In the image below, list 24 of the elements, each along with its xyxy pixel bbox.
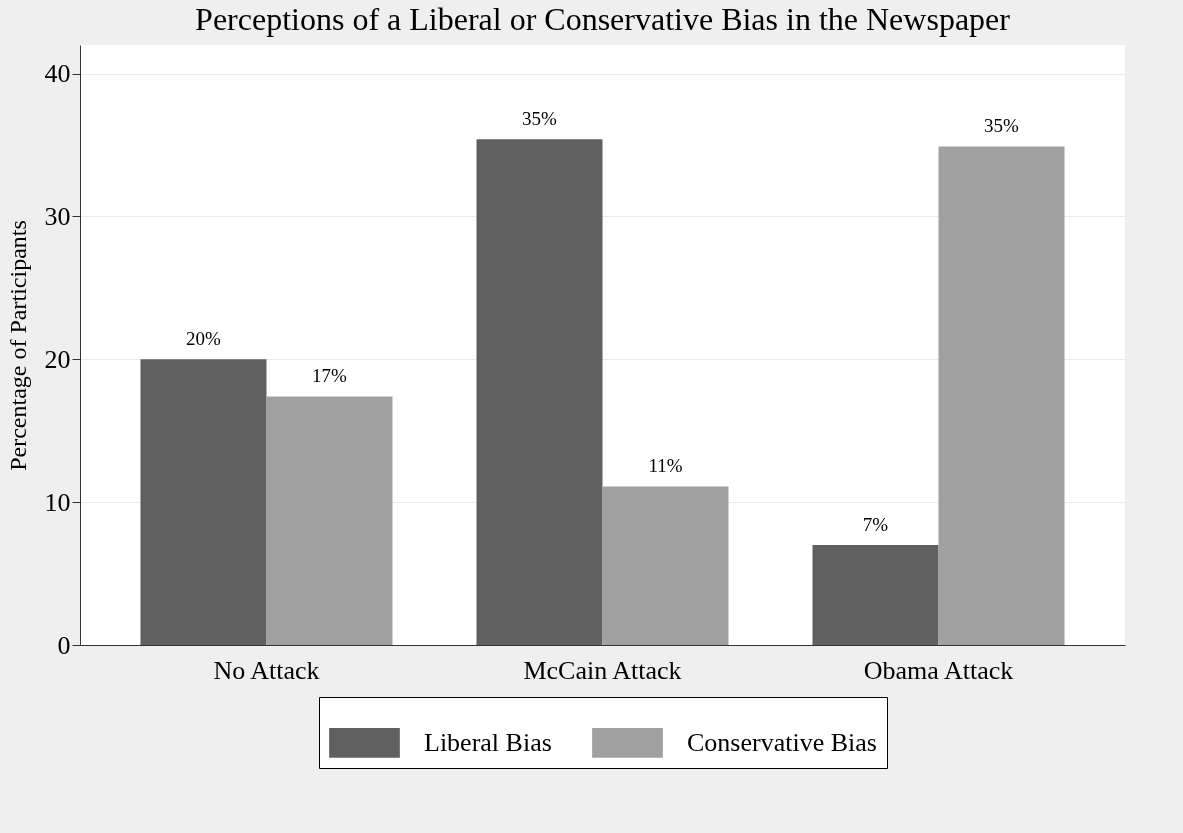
bar <box>476 139 603 645</box>
bar <box>140 359 267 645</box>
x-tick-label: McCain Attack <box>523 655 682 685</box>
x-tick-label: No Attack <box>213 655 320 685</box>
y-tick-label: 30 <box>44 201 71 231</box>
data-label: 7% <box>862 514 889 535</box>
data-label: 35% <box>984 115 1020 137</box>
data-label: 20% <box>186 328 222 350</box>
legend-label: Conservative Bias <box>687 727 877 757</box>
bar <box>602 486 729 645</box>
legend-label: Liberal Bias <box>424 727 552 757</box>
y-tick-label: 20 <box>44 344 71 374</box>
y-tick-label: 0 <box>57 630 71 660</box>
y-tick-label: 40 <box>44 59 71 89</box>
y-tick-label: 10 <box>44 487 71 517</box>
bar <box>938 146 1065 645</box>
data-label: 17% <box>312 365 348 387</box>
data-label: 35% <box>522 108 558 130</box>
data-label: 11% <box>648 455 683 477</box>
bar <box>812 545 939 645</box>
bar <box>266 396 393 645</box>
chart-title: Perceptions of a Liberal or Conservative Bias in the Newspaper <box>195 1 1011 37</box>
x-tick-label: Obama Attack <box>863 655 1014 685</box>
y-axis-title: Percentage of Participants <box>4 220 31 471</box>
